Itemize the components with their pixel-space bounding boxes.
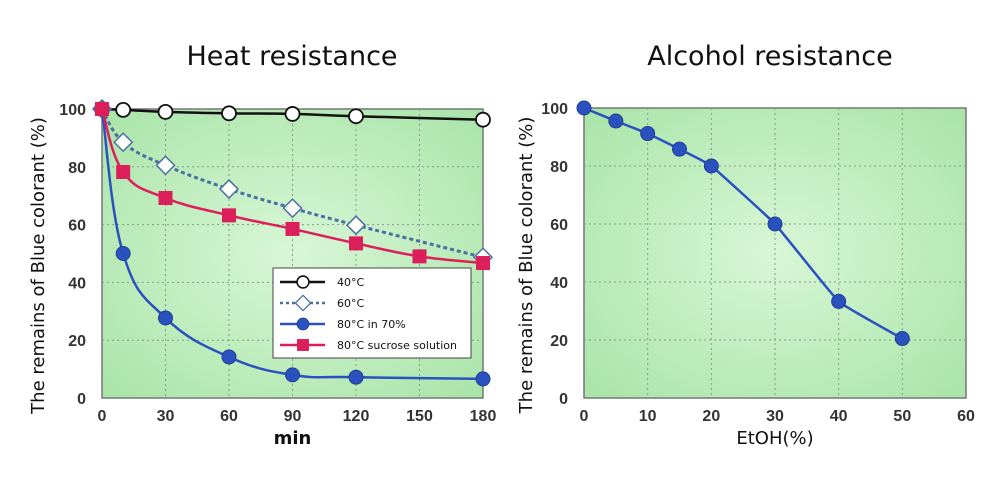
legend-marker bbox=[296, 275, 310, 289]
legend-label: 80°C sucrose solution bbox=[337, 339, 457, 352]
data-point bbox=[672, 141, 687, 157]
y-tick-label: 100 bbox=[541, 101, 568, 118]
data-point bbox=[640, 126, 656, 142]
x-axis-label: min bbox=[274, 428, 312, 449]
x-tick-label: 0 bbox=[98, 408, 107, 425]
y-tick-label: 80 bbox=[68, 160, 86, 177]
data-point bbox=[345, 215, 367, 236]
x-tick-label: 150 bbox=[406, 408, 433, 425]
legend-marker bbox=[296, 317, 310, 331]
series-0 bbox=[576, 100, 910, 347]
data-point bbox=[476, 256, 490, 271]
data-point bbox=[158, 191, 173, 206]
data-point bbox=[285, 367, 300, 383]
chart-title-alcohol: Alcohol resistance bbox=[647, 41, 893, 72]
data-point bbox=[475, 371, 491, 387]
y-tick-label: 40 bbox=[68, 275, 86, 292]
legend-marker-open-diamond bbox=[294, 294, 312, 312]
data-point bbox=[115, 101, 132, 118]
data-point bbox=[348, 369, 364, 385]
data-point bbox=[348, 108, 364, 125]
y-tick-label: 100 bbox=[59, 102, 86, 119]
data-point bbox=[284, 106, 301, 122]
legend-marker-filled-circle bbox=[296, 317, 310, 331]
x-tick-label: 30 bbox=[157, 408, 175, 425]
data-point bbox=[158, 310, 173, 326]
x-tick-label: 40 bbox=[830, 408, 848, 425]
data-point bbox=[349, 236, 363, 251]
y-tick-label: 20 bbox=[550, 333, 568, 350]
legend-marker-open-circle bbox=[296, 275, 310, 289]
data-point bbox=[116, 165, 131, 180]
data-point bbox=[412, 249, 427, 264]
y-tick-label: 0 bbox=[559, 391, 568, 408]
y-axis-label: The remains of Blue colorant (%) bbox=[28, 117, 49, 415]
x-tick-label: 10 bbox=[639, 408, 657, 425]
y-tick-label: 80 bbox=[550, 159, 568, 176]
chart-title-heat: Heat resistance bbox=[186, 41, 397, 72]
y-axis-label: The remains of Blue colorant (%) bbox=[516, 117, 537, 415]
data-point bbox=[475, 111, 491, 128]
data-point bbox=[155, 155, 176, 176]
x-tick-label: 120 bbox=[343, 408, 370, 425]
data-point bbox=[608, 113, 624, 129]
data-point bbox=[703, 158, 719, 174]
data-point bbox=[831, 293, 847, 309]
plot-1: 0 10 20 30 40 50 60 0 20 40 60 80 100 EtOH(%) The rema… bbox=[516, 100, 975, 449]
series-3 bbox=[95, 102, 490, 271]
data-point bbox=[894, 331, 910, 347]
data-point bbox=[282, 198, 303, 219]
data-point bbox=[218, 178, 240, 200]
legend-label: 40°C bbox=[337, 276, 364, 289]
data-point bbox=[157, 103, 174, 120]
y-tick-label: 40 bbox=[550, 275, 568, 292]
plot-0: 0 30 60 90 120 150 180 0 20 40 60 80 100 min The remai… bbox=[28, 98, 497, 449]
data-point bbox=[113, 132, 134, 153]
legend-marker-filled-square bbox=[297, 339, 309, 351]
data-point bbox=[221, 349, 237, 365]
x-tick-label: 180 bbox=[470, 408, 497, 425]
data-point bbox=[95, 102, 109, 116]
x-tick-label: 60 bbox=[957, 408, 975, 425]
legend-label: 60°C bbox=[337, 297, 364, 310]
legend-marker bbox=[297, 339, 309, 351]
x-tick-label: 50 bbox=[893, 408, 911, 425]
data-point bbox=[221, 105, 237, 122]
data-point bbox=[767, 216, 783, 232]
y-tick-label: 20 bbox=[68, 333, 86, 350]
y-tick-label: 0 bbox=[77, 391, 86, 408]
x-tick-label: 30 bbox=[766, 408, 784, 425]
series-line bbox=[100, 108, 484, 259]
legend: 40°C 60°C 80°C in 70% 80°C sucrose solution bbox=[272, 267, 472, 359]
x-tick-label: 60 bbox=[220, 408, 238, 425]
data-point bbox=[285, 221, 300, 236]
data-point bbox=[222, 208, 236, 223]
x-axis-label: EtOH(%) bbox=[736, 428, 813, 449]
y-tick-label: 60 bbox=[68, 218, 86, 235]
legend-marker bbox=[294, 294, 312, 312]
x-tick-label: 20 bbox=[702, 408, 720, 425]
data-point bbox=[576, 100, 592, 116]
legend-label: 80°C in 70% bbox=[337, 318, 406, 331]
y-tick-label: 60 bbox=[550, 217, 568, 234]
x-tick-label: 90 bbox=[284, 408, 302, 425]
x-tick-label: 0 bbox=[580, 408, 589, 425]
data-point bbox=[115, 246, 131, 261]
